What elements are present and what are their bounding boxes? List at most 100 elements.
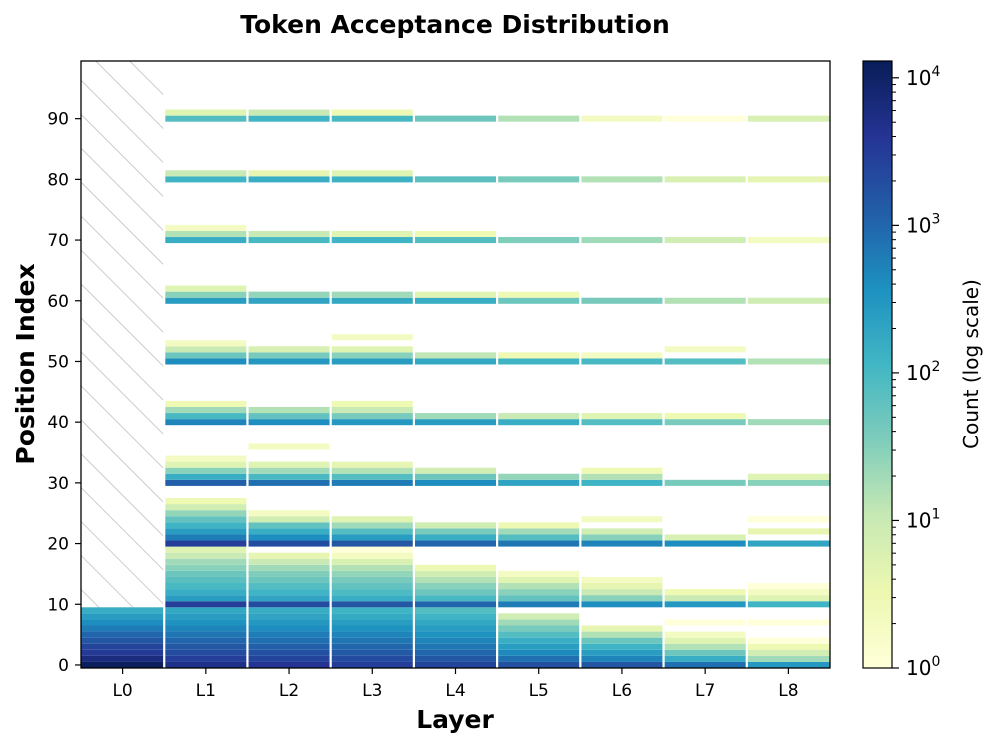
- heatmap-cell: [247, 516, 331, 523]
- heatmap-cell: [247, 419, 331, 426]
- heatmap-cell: [413, 291, 498, 298]
- heatmap-cell: [330, 406, 414, 414]
- heatmap-cell: [663, 358, 747, 365]
- heatmap-cell: [164, 467, 248, 474]
- heatmap-cell: [330, 595, 414, 602]
- heatmap-cell: [164, 406, 248, 414]
- heatmap-cell: [580, 601, 664, 608]
- heatmap-cell: [413, 643, 498, 650]
- heatmap-cell: [413, 564, 498, 571]
- heatmap-cell: [663, 297, 747, 304]
- heatmap-cell: [413, 601, 498, 608]
- heatmap-cell: [330, 637, 414, 644]
- heatmap-cell: [746, 358, 830, 365]
- heatmap-cell: [497, 358, 581, 365]
- heatmap-cell: [164, 224, 248, 231]
- heatmap-cell: [746, 176, 830, 183]
- heatmap-cell: [580, 467, 664, 474]
- heatmap-cell: [580, 649, 664, 656]
- heatmap-cell: [330, 552, 414, 559]
- heatmap-cell: [330, 297, 414, 304]
- heatmap-cell: [164, 522, 248, 529]
- x-axis: L0 L1 L2 L3 L4 L5 L6 L7 L8: [112, 668, 799, 701]
- heatmap-cell: [247, 413, 331, 420]
- heatmap-cell: [413, 230, 498, 238]
- heatmap-cell: [164, 461, 248, 468]
- heatmap-cell: [164, 109, 248, 116]
- heatmap-cell: [164, 479, 248, 486]
- heatmap-cell: [497, 419, 581, 426]
- heatmap-cell: [164, 230, 248, 238]
- x-tick-label: L2: [279, 681, 299, 701]
- heatmap-cell: [663, 534, 747, 541]
- heatmap-cell: [746, 297, 830, 304]
- heatmap-cell: [164, 607, 248, 614]
- heatmap-cell: [746, 661, 830, 668]
- heatmap-cell: [81, 625, 165, 632]
- heatmap-cell: [413, 473, 498, 480]
- heatmap-cell: [746, 115, 830, 122]
- x-tick-label: L7: [695, 681, 715, 701]
- heatmap-cell: [164, 176, 248, 183]
- heatmap-cell: [164, 583, 248, 590]
- heatmap-cell: [413, 625, 498, 632]
- heatmap-cell: [663, 176, 747, 183]
- heatmap-cell: [164, 455, 248, 462]
- heatmap-cell: [663, 413, 747, 420]
- heatmap-cell: [413, 297, 498, 304]
- heatmap-cell: [580, 595, 664, 602]
- heatmap-cell: [413, 413, 498, 420]
- heatmap-cell: [330, 528, 414, 535]
- y-tick-label: 80: [47, 170, 69, 190]
- heatmap-cell: [247, 406, 331, 414]
- heatmap-cell: [330, 534, 414, 541]
- colorbar-tick-label: 100: [906, 654, 940, 680]
- heatmap-cell: [164, 352, 248, 359]
- heatmap-cell: [497, 576, 581, 584]
- heatmap-cell: [247, 601, 331, 608]
- heatmap-cell: [247, 558, 331, 565]
- heatmap-cell: [330, 570, 414, 577]
- heatmap-cell: [164, 498, 248, 505]
- y-tick-label: 10: [47, 595, 69, 615]
- heatmap-cell: [247, 467, 331, 474]
- heatmap-cell: [247, 237, 331, 244]
- heatmap-cell: [663, 601, 747, 608]
- heatmap-cell: [164, 552, 248, 559]
- heatmap-cell: [81, 643, 165, 650]
- heatmap-cell: [247, 649, 331, 656]
- heatmap-cell: [247, 443, 331, 450]
- heatmap-cell: [663, 237, 747, 244]
- heatmap-cell: [81, 649, 165, 656]
- colorbar-tick-label: 101: [906, 506, 940, 532]
- colorbar-label: Count (log scale): [959, 279, 983, 449]
- heatmap-cell: [164, 649, 248, 656]
- y-tick-label: 50: [47, 352, 69, 372]
- heatmap-cell: [497, 613, 581, 620]
- heatmap-cell: [413, 589, 498, 596]
- heatmap-cell: [164, 413, 248, 420]
- x-tick-label: L4: [445, 681, 465, 701]
- heatmap-cell: [330, 358, 414, 365]
- heatmap-cell: [164, 170, 248, 177]
- heatmap-cell: [247, 595, 331, 602]
- heatmap-cell: [663, 595, 747, 602]
- heatmap-cell: [330, 170, 414, 177]
- heatmap-cell: [663, 540, 747, 547]
- heatmap-cell: [164, 589, 248, 596]
- heatmap-cell: [413, 661, 498, 668]
- y-tick-label: 60: [47, 292, 69, 312]
- heatmap-cell: [247, 643, 331, 650]
- x-tick-label: L1: [196, 681, 216, 701]
- heatmap-cell: [413, 619, 498, 626]
- heatmap-cell: [164, 631, 248, 638]
- heatmap-cell: [663, 649, 747, 656]
- heatmap-cell: [164, 655, 248, 662]
- heatmap-cell: [330, 237, 414, 244]
- y-tick-label: 90: [47, 110, 69, 130]
- heatmap-cell: [663, 643, 747, 650]
- heatmap-cell: [164, 419, 248, 426]
- heatmap-cell: [746, 528, 830, 535]
- heatmap-cell: [580, 237, 664, 244]
- y-tick-label: 20: [47, 535, 69, 555]
